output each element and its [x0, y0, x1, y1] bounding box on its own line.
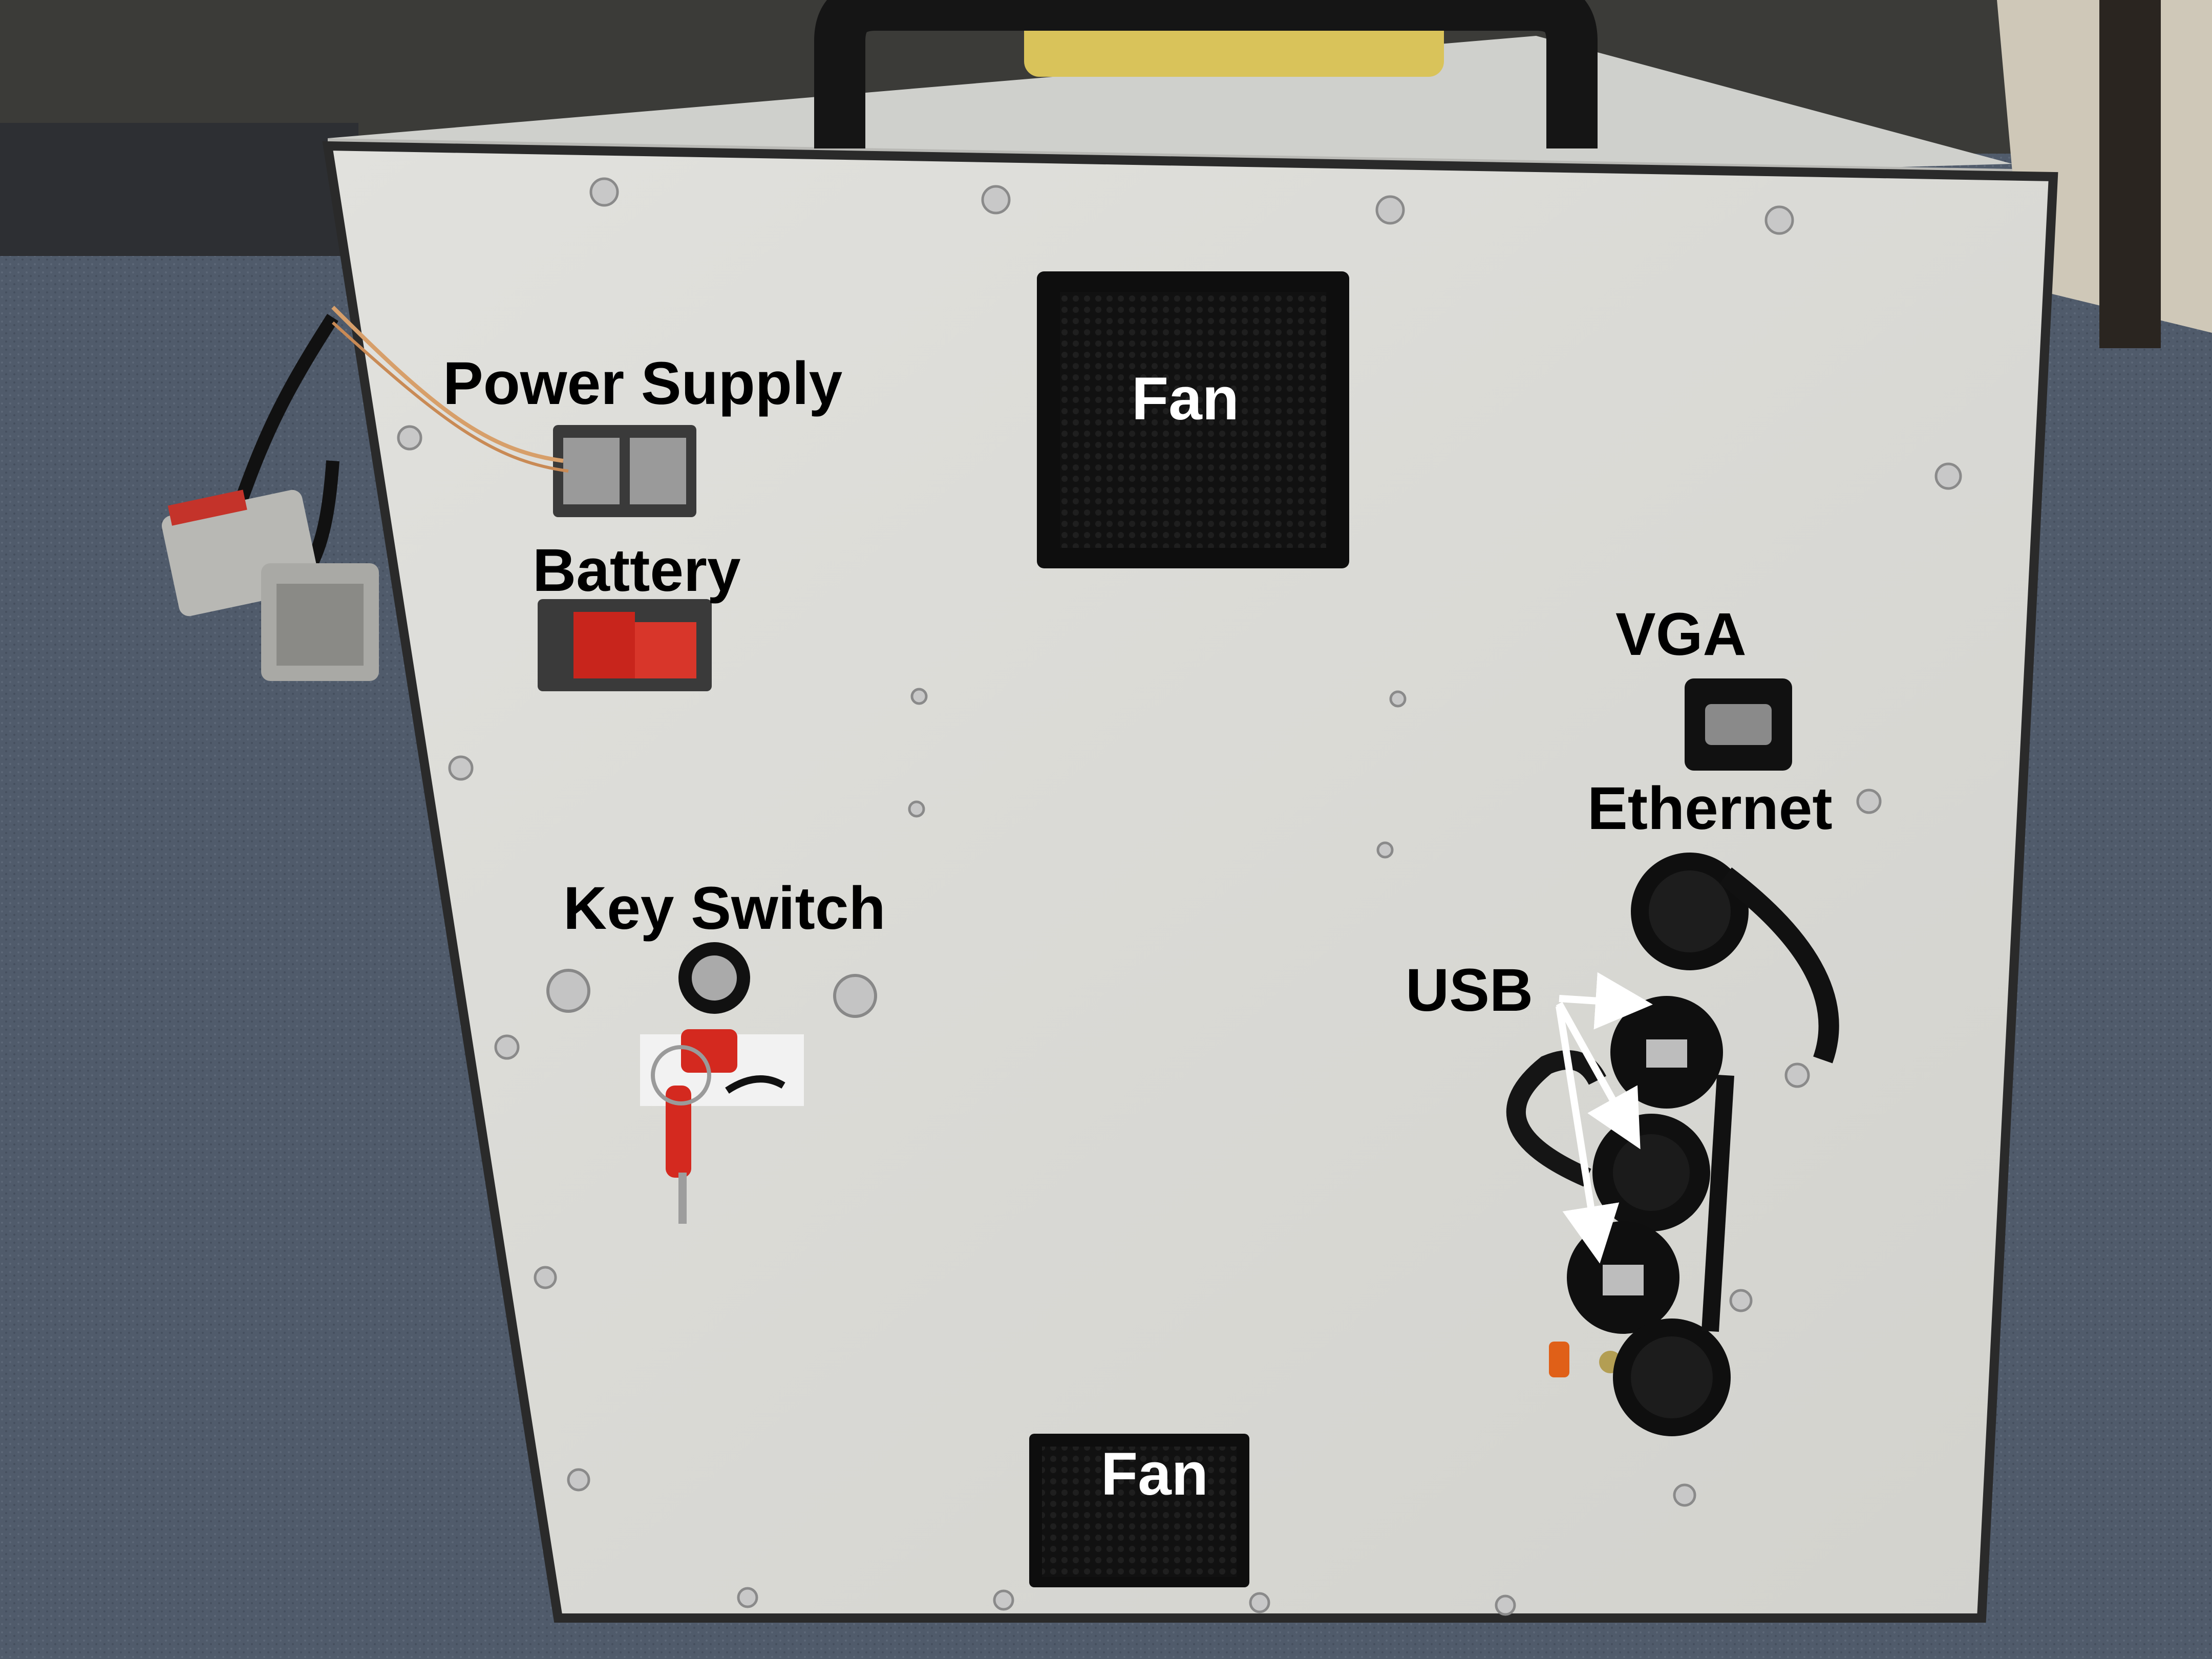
round-port-lower: [1613, 1074, 1734, 1436]
loose-connector: [261, 563, 379, 681]
cable: [234, 313, 338, 504]
label-key-switch: Key Switch: [563, 875, 886, 942]
chair-leg: [2099, 0, 2161, 348]
label-usb: USB: [1406, 956, 1534, 1024]
wall-baseboard: [0, 123, 358, 256]
key-switch: [546, 942, 877, 1224]
label-ethernet: Ethernet: [1587, 775, 1833, 842]
label-battery: Battery: [533, 537, 741, 604]
usb-arrows: [1556, 972, 1653, 1264]
panel-screws: [397, 177, 1962, 1616]
label-fan-top: Fan: [1132, 365, 1239, 433]
power-supply-connector: [331, 306, 696, 517]
battery-connector: [538, 599, 712, 691]
sma-connector: [1549, 1342, 1569, 1377]
ethernet-port: [1631, 853, 1839, 1064]
vga-port: [1685, 678, 1792, 771]
label-fan-bottom: Fan: [1101, 1440, 1208, 1508]
fan-bottom-grille: [1042, 1447, 1237, 1577]
usb-a-port: [1610, 996, 1723, 1109]
usb-port-lower: [1567, 1221, 1679, 1334]
handle: [814, 0, 1598, 148]
label-vga: VGA: [1615, 601, 1747, 668]
fan-top-grille: [1060, 292, 1326, 548]
label-power-supply: Power Supply: [443, 350, 843, 417]
